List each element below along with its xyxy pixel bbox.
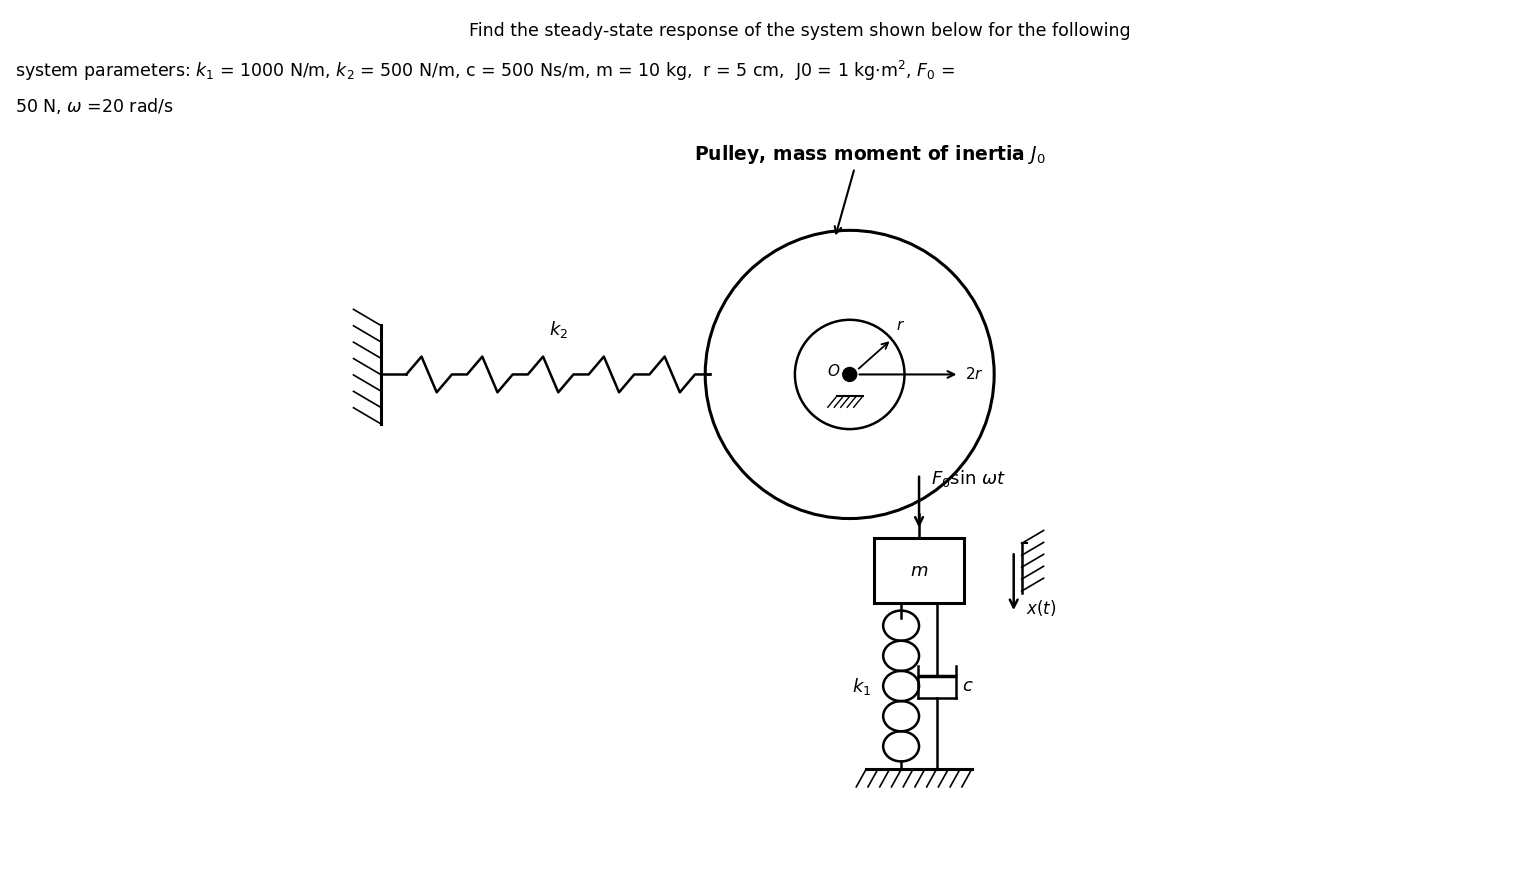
Text: $x(t)$: $x(t)$ bbox=[1025, 598, 1056, 618]
Text: $k_1$: $k_1$ bbox=[852, 676, 872, 696]
Text: $O$: $O$ bbox=[827, 364, 841, 379]
Text: $F_0$sin $\omega t$: $F_0$sin $\omega t$ bbox=[931, 468, 1007, 489]
Text: $m$: $m$ bbox=[910, 561, 928, 579]
Text: system parameters: $k_1$ = 1000 N/m, $k_2$ = 500 N/m, c = 500 Ns/m, m = 10 kg,  : system parameters: $k_1$ = 1000 N/m, $k_… bbox=[15, 58, 954, 82]
Text: $r$: $r$ bbox=[896, 318, 905, 333]
Text: Find the steady-state response of the system shown below for the following: Find the steady-state response of the sy… bbox=[469, 21, 1131, 39]
Text: 50 N, $\omega$ =20 rad/s: 50 N, $\omega$ =20 rad/s bbox=[15, 97, 173, 116]
Text: $c$: $c$ bbox=[962, 677, 973, 695]
Bar bbox=[875, 538, 964, 603]
Text: Pulley, mass moment of inertia $J_0$: Pulley, mass moment of inertia $J_0$ bbox=[694, 143, 1046, 165]
Circle shape bbox=[843, 367, 856, 382]
Text: $2r$: $2r$ bbox=[965, 367, 984, 383]
Text: $k_2$: $k_2$ bbox=[548, 318, 568, 340]
